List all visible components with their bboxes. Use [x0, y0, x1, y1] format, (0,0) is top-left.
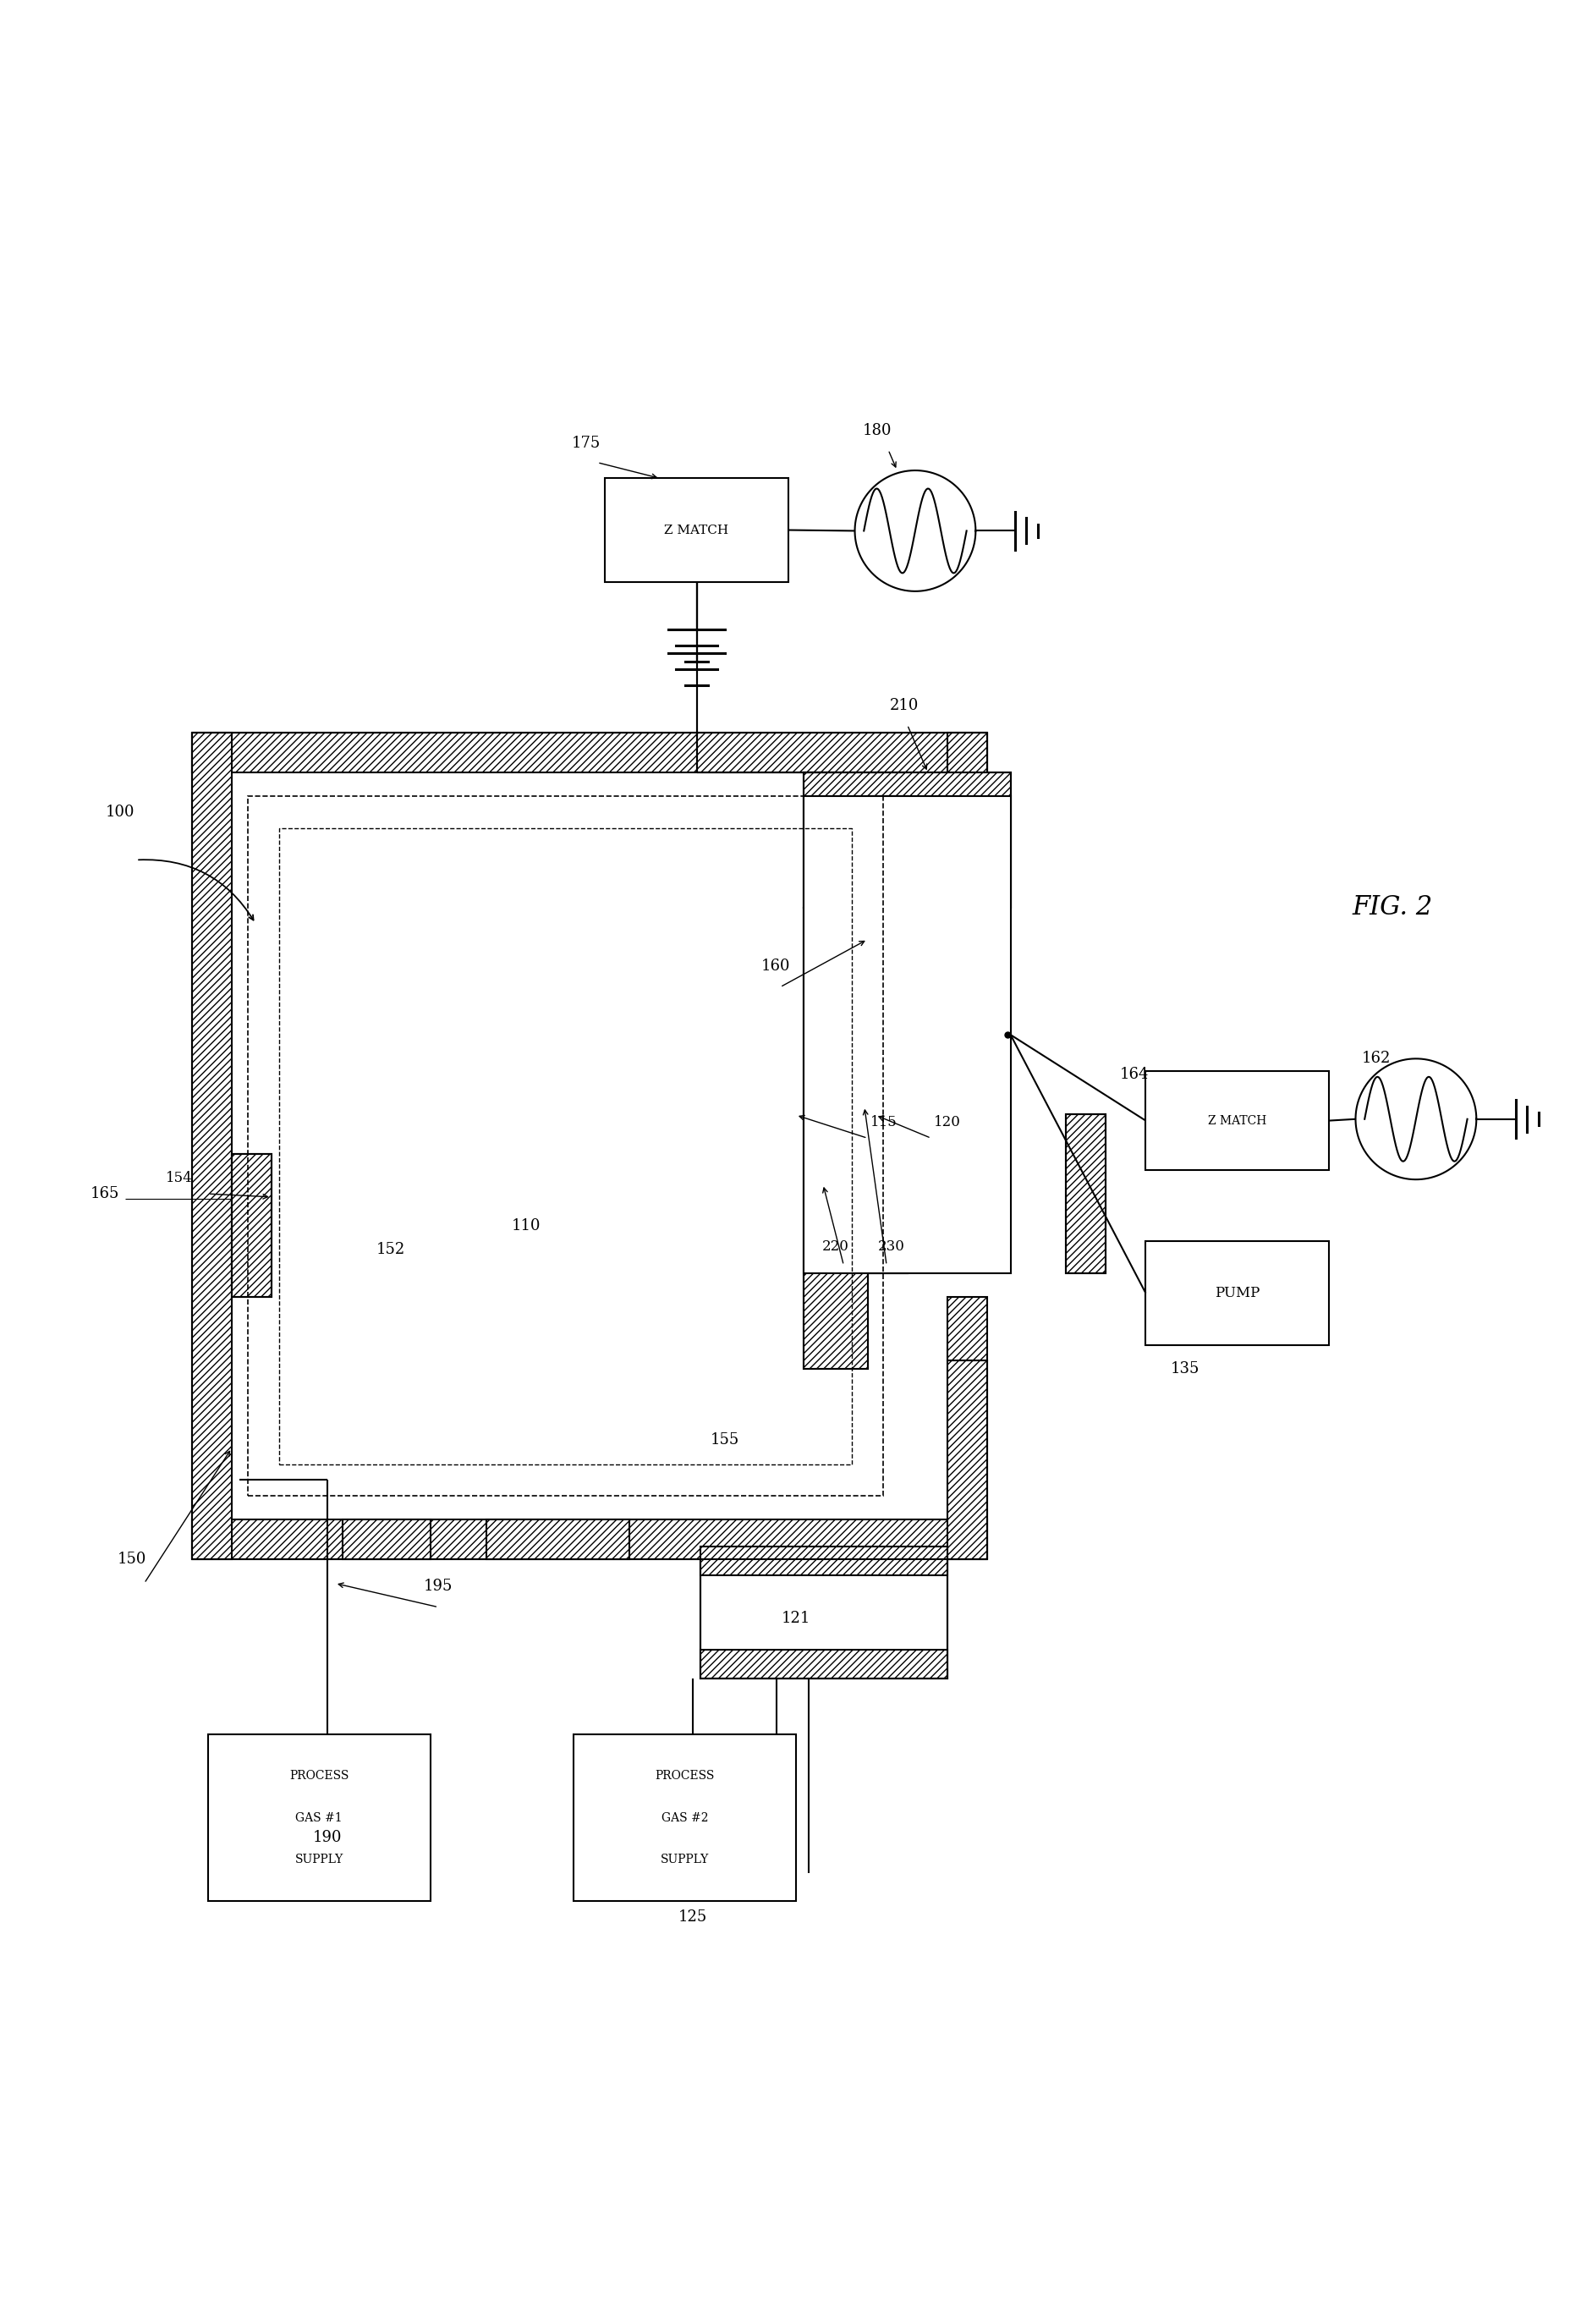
Text: 121: 121: [782, 1611, 810, 1627]
Bar: [248, 797, 884, 1497]
Bar: [947, 732, 987, 1090]
Text: 164: 164: [1121, 1067, 1149, 1083]
Bar: [232, 1155, 271, 1297]
Text: 154: 154: [166, 1171, 193, 1185]
Text: SUPPLY: SUPPLY: [661, 1855, 708, 1866]
Text: GAS #1: GAS #1: [296, 1813, 342, 1824]
Bar: [804, 909, 868, 1369]
Text: 210: 210: [890, 697, 919, 713]
Text: 162: 162: [1361, 1050, 1391, 1067]
Text: 230: 230: [877, 1239, 904, 1253]
Bar: [193, 732, 232, 1559]
Bar: [868, 797, 907, 1274]
Bar: [209, 1734, 430, 1901]
Text: 110: 110: [511, 1218, 540, 1234]
Text: 220: 220: [821, 1239, 849, 1253]
Text: 100: 100: [105, 804, 135, 820]
Text: PROCESS: PROCESS: [290, 1771, 349, 1783]
Bar: [1146, 1241, 1329, 1346]
Bar: [1146, 1071, 1329, 1169]
Text: 195: 195: [423, 1578, 452, 1594]
Bar: [947, 1362, 987, 1559]
Text: 125: 125: [678, 1910, 707, 1924]
Bar: [193, 1520, 987, 1559]
Bar: [804, 797, 1011, 1274]
Bar: [804, 772, 1011, 909]
Bar: [700, 1559, 947, 1678]
Bar: [947, 1297, 987, 1362]
Text: 180: 180: [863, 423, 892, 439]
Text: 155: 155: [710, 1432, 739, 1448]
Bar: [232, 1155, 271, 1297]
Text: Z MATCH: Z MATCH: [1208, 1116, 1266, 1127]
Text: 150: 150: [116, 1552, 146, 1566]
Text: PUMP: PUMP: [1215, 1285, 1259, 1301]
Text: SUPPLY: SUPPLY: [295, 1855, 344, 1866]
Bar: [844, 811, 971, 867]
Bar: [804, 772, 1011, 909]
Bar: [700, 1548, 947, 1576]
Text: 175: 175: [572, 437, 600, 451]
Bar: [700, 1650, 947, 1678]
Text: 135: 135: [1172, 1362, 1200, 1376]
Bar: [193, 732, 987, 772]
Bar: [279, 827, 852, 1464]
Text: 165: 165: [91, 1185, 119, 1202]
Bar: [1067, 1113, 1106, 1274]
Bar: [573, 1734, 796, 1901]
Text: FIG. 2: FIG. 2: [1352, 895, 1433, 920]
Bar: [700, 1559, 947, 1678]
Text: 120: 120: [933, 1116, 960, 1129]
Text: Z MATCH: Z MATCH: [664, 525, 729, 537]
Text: 115: 115: [869, 1116, 896, 1129]
Bar: [605, 479, 788, 581]
Text: 190: 190: [312, 1829, 342, 1845]
Bar: [804, 909, 868, 1369]
Text: GAS #2: GAS #2: [661, 1813, 708, 1824]
Text: 160: 160: [761, 960, 790, 974]
Bar: [342, 1520, 430, 1559]
Bar: [486, 1520, 629, 1559]
Bar: [1067, 1113, 1106, 1274]
Text: PROCESS: PROCESS: [654, 1771, 715, 1783]
Text: 152: 152: [376, 1241, 404, 1257]
Bar: [868, 797, 907, 1274]
